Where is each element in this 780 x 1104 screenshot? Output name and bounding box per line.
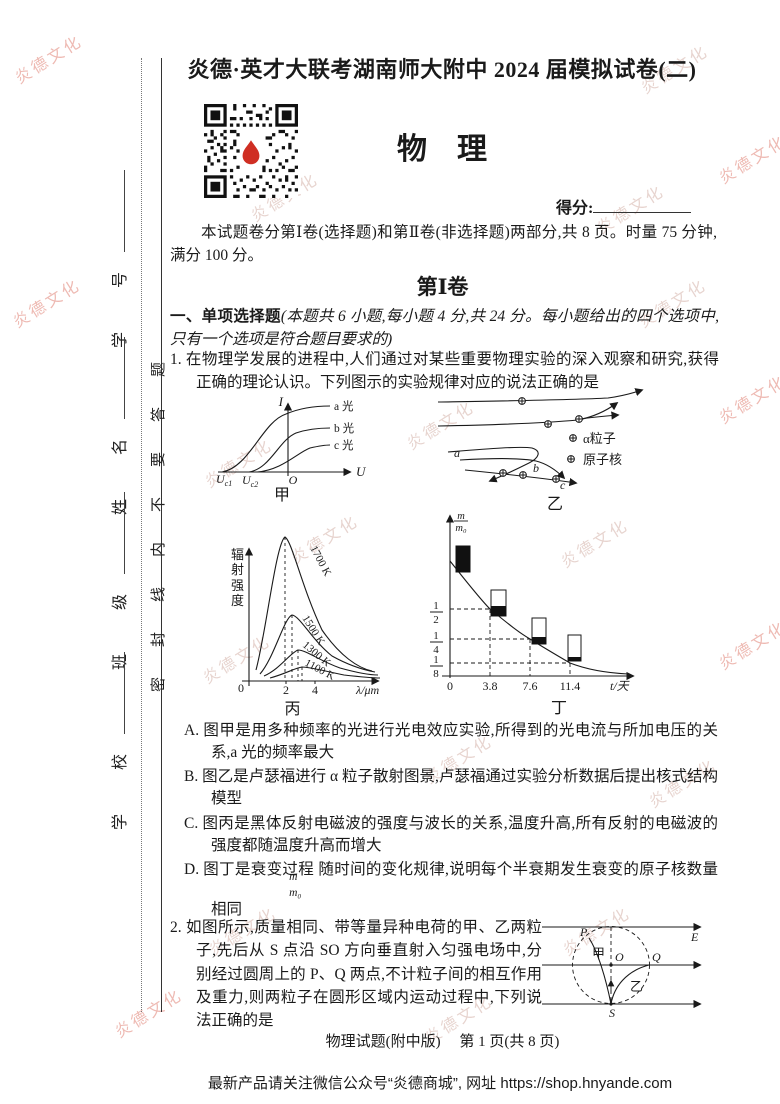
- bing-tick-4: 4: [312, 683, 318, 697]
- score-line: 得分:: [556, 194, 692, 218]
- subject-title: 物 理: [397, 133, 487, 166]
- q2-q-label: Q: [652, 950, 661, 964]
- ding-frac-quarter-den: 4: [433, 644, 439, 656]
- student-id-blank: [113, 169, 125, 252]
- option-d-pre: D. 图丁是衰变过程: [184, 860, 315, 878]
- watermark: 炎德文化: [10, 276, 85, 332]
- school-field: 学 校: [106, 651, 130, 830]
- qr-code: [204, 104, 298, 198]
- ding-frac-half-num: 1: [433, 600, 439, 612]
- promo-text: 最新产品请关注微信公众号“炎德商城”, 网址 https://shop.hnya…: [207, 1075, 673, 1092]
- watermark: 炎德文化: [716, 132, 780, 188]
- seal-solid-line: [161, 58, 162, 1012]
- figure-jia-caption: 甲: [273, 487, 290, 504]
- ding-xtick-3: 11.4: [560, 679, 581, 693]
- ding-sample-flasks: [455, 545, 582, 662]
- section-heading-rest: (本题共 6 小题,每小题 4 分,共 24 分。每小题给出的四个选项中,只有一…: [170, 308, 719, 349]
- name-field: 姓 名: [106, 336, 130, 515]
- question-1-options: A. 图甲是用多种频率的光进行光电效应实验,所得到的光电流与所加电压的关系,a …: [184, 720, 718, 923]
- q2-yi-label: 乙: [630, 979, 643, 994]
- figure-jia-photoelectric: I U O Uc1 Uc2 a 光 b 光 c 光: [216, 394, 367, 489]
- ding-ylabel-num: m: [457, 511, 465, 522]
- exam-title: 炎德·英才大联考湖南师大附中 2024 届模拟试卷(二): [187, 57, 697, 82]
- option-d-post: 随时间的变化规律,说明每个半衰期发生衰变的原子核数量相同: [211, 860, 718, 919]
- yi-traj-c-label: c: [560, 478, 566, 492]
- bing-tick-2: 2: [283, 683, 289, 697]
- bing-y-axis-label: 辐射强度: [231, 547, 245, 608]
- option-d: D. 图丁是衰变过程 m m₀ 随时间的变化规律,说明每个半衰期发生衰变的原子核数量相…: [184, 860, 718, 919]
- figure-ding-decay: m m₀ 1 2 1 4 1 8 0 3.8 7.6 11.4 t/天: [430, 511, 635, 693]
- figure-q2-field: E P O Q S 甲 乙: [542, 922, 702, 1020]
- score-blank: [593, 198, 692, 213]
- jia-origin-label: O: [289, 473, 298, 487]
- figure-yi-alpha-scattering: α粒子 原子核 a b c: [437, 388, 644, 492]
- flame-logo-icon: [242, 140, 260, 165]
- part1-title: 第Ⅰ卷: [416, 275, 469, 299]
- watermark: 炎德文化: [12, 32, 87, 88]
- ding-frac-quarter-num: 1: [433, 630, 439, 642]
- jia-curve-a-label: a 光: [334, 399, 354, 413]
- ding-xtick-0: 0: [447, 679, 453, 693]
- jia-x-axis-label: U: [356, 464, 367, 479]
- q2-e-label: E: [690, 930, 699, 944]
- jia-uc1-label: Uc1: [216, 472, 232, 488]
- ding-frac-half-den: 2: [433, 614, 439, 626]
- watermark: 炎德文化: [716, 618, 780, 674]
- q2-s-label: S: [609, 1006, 615, 1020]
- seal-text: 密封线内不要答题: [151, 331, 167, 692]
- yi-alpha-label: α粒子: [583, 431, 616, 446]
- figure-bing-caption: 丙: [284, 701, 301, 718]
- seal-dotted-line: [141, 58, 142, 1012]
- school-blank: [113, 651, 125, 734]
- class-field: 班 级: [106, 491, 130, 670]
- question-1-text: 1. 在物理学发展的进程中,人们通过对某些重要物理实验的深入观察和研究,获得正确…: [170, 351, 719, 391]
- ding-frac-eighth-den: 8: [433, 668, 439, 680]
- ding-xtick-2: 7.6: [523, 679, 538, 693]
- jia-curve-c-label: c 光: [334, 438, 354, 452]
- section-heading-bold: 一、单项选择题: [170, 308, 281, 325]
- yi-traj-b-label: b: [533, 461, 539, 475]
- watermark: 炎德文化: [716, 372, 780, 428]
- figure-ding-caption: 丁: [550, 700, 567, 717]
- student-id-label: 学 号: [112, 251, 129, 348]
- question-2-text: 2. 如图所示,质量相同、带等量异种电荷的甲、乙两粒子,先后从 S 点沿 SO …: [170, 919, 542, 1029]
- yi-traj-a-label: a: [454, 446, 460, 460]
- class-blank: [113, 491, 125, 574]
- option-b: B. 图乙是卢瑟福进行 α 粒子散射图景,卢瑟福通过实验分析数据后提出核式结构模…: [184, 768, 718, 808]
- score-label: 得分:: [556, 200, 594, 217]
- jia-curve-b-label: b 光: [334, 421, 355, 435]
- exam-instructions: 本试题卷分第Ⅰ卷(选择题)和第Ⅱ卷(非选择题)两部分,共 8 页。时量 75 分…: [170, 224, 717, 264]
- q2-p-label: P: [579, 925, 588, 939]
- option-a: A. 图甲是用多种频率的光进行光电效应实验,所得到的光电流与所加电压的关系,a …: [184, 722, 718, 762]
- jia-y-axis-label: I: [278, 394, 284, 409]
- ding-xtick-1: 3.8: [483, 679, 498, 693]
- figure-yi-caption: 乙: [546, 496, 563, 513]
- q2-o-label: O: [615, 950, 624, 964]
- figure-bing-blackbody: 0 2 4 λ/μm 1700 K 1500 K 1300 K 1100 K: [238, 536, 381, 697]
- student-id-field: 学 号: [106, 169, 130, 348]
- bing-origin-label: 0: [238, 681, 244, 695]
- ding-frac-eighth-num: 1: [433, 654, 439, 666]
- name-blank: [113, 336, 125, 419]
- bing-temp-1700: 1700 K: [307, 544, 333, 579]
- option-c: C. 图丙是黑体反射电磁波的强度与波长的关系,温度升高,所有反射的电磁波的强度都…: [184, 814, 718, 854]
- q2-jia-label: 甲: [592, 946, 605, 961]
- jia-uc2-label: Uc2: [242, 473, 258, 489]
- yi-nucleus-label: 原子核: [583, 452, 622, 467]
- page-footer: 物理试题(附中版) 第 1 页(共 8 页): [325, 1034, 560, 1050]
- section-heading: 一、单项选择题(本题共 6 小题,每小题 4 分,共 24 分。每小题给出的四个…: [170, 305, 719, 352]
- ding-ylabel-den: m₀: [455, 523, 467, 534]
- ding-x-axis-label: t/天: [610, 679, 631, 693]
- bing-x-axis-label: λ/μm: [355, 683, 380, 697]
- school-label: 学 校: [112, 733, 129, 830]
